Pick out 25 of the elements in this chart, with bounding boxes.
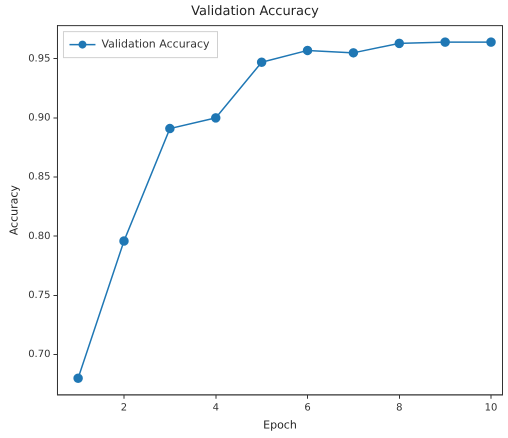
y-tick-label: 0.80 xyxy=(28,230,50,242)
point xyxy=(73,373,83,383)
x-tick-label: 2 xyxy=(120,402,128,414)
x-tick-label: 8 xyxy=(396,402,402,414)
x-axis-title: Epoch xyxy=(263,418,297,432)
x-tick-label: 6 xyxy=(304,402,311,414)
point xyxy=(302,46,312,56)
point xyxy=(119,236,129,246)
y-tick-label: 0.90 xyxy=(28,112,50,124)
point xyxy=(394,38,404,48)
point xyxy=(165,124,175,134)
point xyxy=(211,113,220,123)
point xyxy=(256,58,266,68)
legend-label: Validation Accuracy xyxy=(101,37,210,50)
chart-title: Validation Accuracy xyxy=(191,4,320,20)
y-tick-label: 0.75 xyxy=(28,290,50,301)
point xyxy=(486,37,496,47)
y-tick-label: 0.70 xyxy=(28,349,50,360)
point xyxy=(440,37,450,47)
x-tick-label: 10 xyxy=(484,402,498,414)
point xyxy=(348,48,358,58)
x-tick-label: 4 xyxy=(212,402,219,414)
y-tick-label: 0.85 xyxy=(28,172,50,183)
y-axis-title: Accuracy xyxy=(7,184,20,236)
y-tick-label: 0.95 xyxy=(28,53,50,64)
